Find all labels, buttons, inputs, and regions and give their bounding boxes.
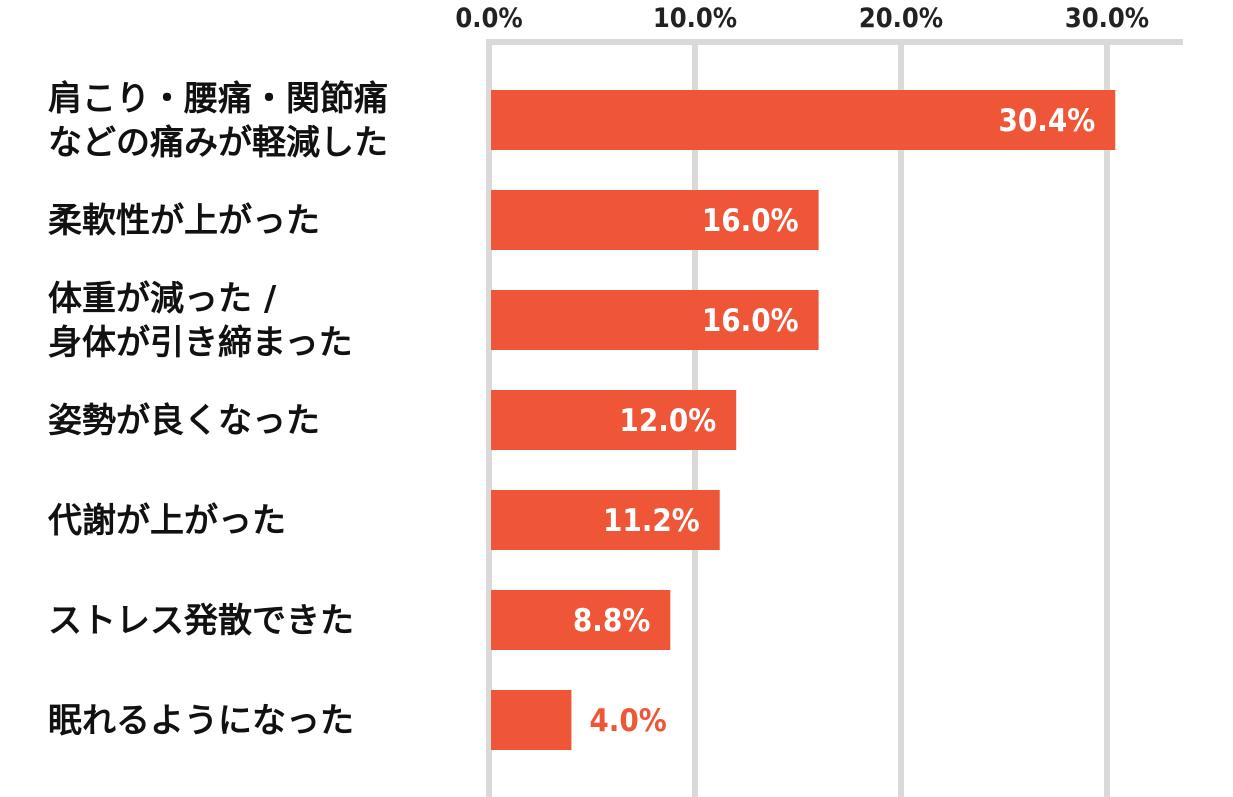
value-label: 4.0% xyxy=(589,703,666,739)
bar xyxy=(491,190,819,250)
value-label: 30.4% xyxy=(998,103,1095,139)
gridline-20 xyxy=(898,39,904,797)
x-tick-label: 20.0% xyxy=(859,3,943,34)
bar xyxy=(491,390,737,450)
category-label: 肩こり・腰痛・関節痛 xyxy=(48,79,388,119)
category-label: 柔軟性が上がった xyxy=(48,201,320,241)
category-label: 姿勢が良くなった xyxy=(48,401,320,441)
category-label: 眠れるようになった xyxy=(48,701,354,741)
gridline-0 xyxy=(486,39,492,797)
value-label: 16.0% xyxy=(702,203,799,239)
category-label: 代謝が上がった xyxy=(47,501,286,541)
x-tick-label: 10.0% xyxy=(653,3,737,34)
x-axis-line xyxy=(486,39,1183,45)
category-label: などの痛みが軽減した xyxy=(48,123,388,163)
x-tick-label: 0.0% xyxy=(455,3,522,34)
category-label: 身体が引き締まった xyxy=(48,323,353,363)
bar xyxy=(491,590,671,650)
bar xyxy=(491,490,720,550)
category-label: 体重が減った / xyxy=(48,279,277,319)
value-label: 16.0% xyxy=(702,303,799,339)
gridline-30 xyxy=(1104,39,1110,797)
bar xyxy=(491,690,572,750)
category-label: ストレス発散できた xyxy=(48,601,354,641)
bar xyxy=(491,90,1116,150)
x-tick-label: 30.0% xyxy=(1065,3,1149,34)
value-label: 12.0% xyxy=(619,403,716,439)
bar xyxy=(491,290,819,350)
value-label: 8.8% xyxy=(573,603,650,639)
value-label: 11.2% xyxy=(603,503,700,539)
